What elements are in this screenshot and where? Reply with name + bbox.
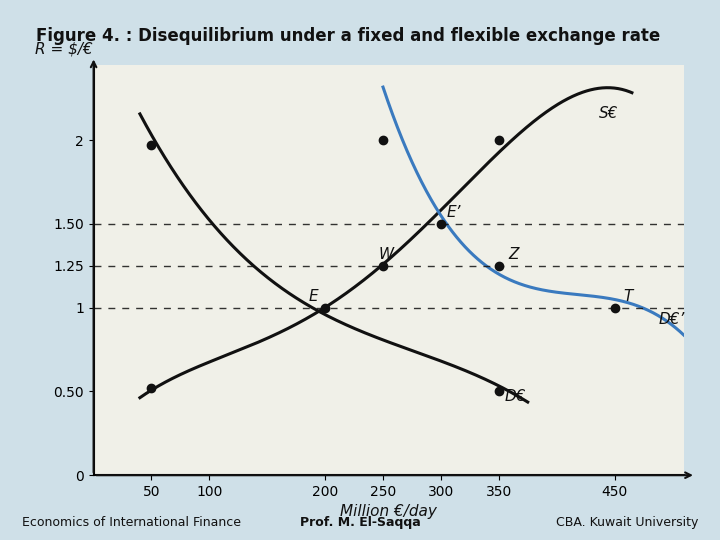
Text: D€: D€ xyxy=(505,389,526,404)
Text: W: W xyxy=(379,247,394,262)
Text: Z: Z xyxy=(508,247,518,262)
Text: R = $/€: R = $/€ xyxy=(35,42,92,57)
Text: E’: E’ xyxy=(446,205,462,220)
Text: T: T xyxy=(624,289,633,304)
Text: E: E xyxy=(309,289,318,304)
Text: CBA. Kuwait University: CBA. Kuwait University xyxy=(556,516,698,529)
Text: D€’: D€’ xyxy=(659,313,685,327)
Text: Figure 4. : Disequilibrium under a fixed and flexible exchange rate: Figure 4. : Disequilibrium under a fixed… xyxy=(36,27,660,45)
Text: Prof. M. El-Saqqa: Prof. M. El-Saqqa xyxy=(300,516,420,529)
Text: Economics of International Finance: Economics of International Finance xyxy=(22,516,240,529)
Text: S€: S€ xyxy=(599,106,618,122)
X-axis label: Million €/day: Million €/day xyxy=(341,504,437,519)
